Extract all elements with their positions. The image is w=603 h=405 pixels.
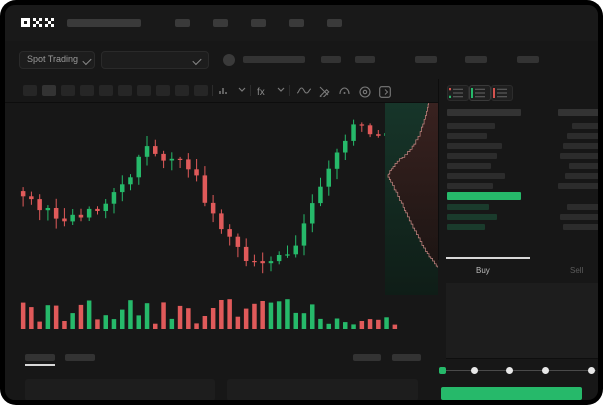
svg-text:fx: fx bbox=[257, 87, 265, 97]
